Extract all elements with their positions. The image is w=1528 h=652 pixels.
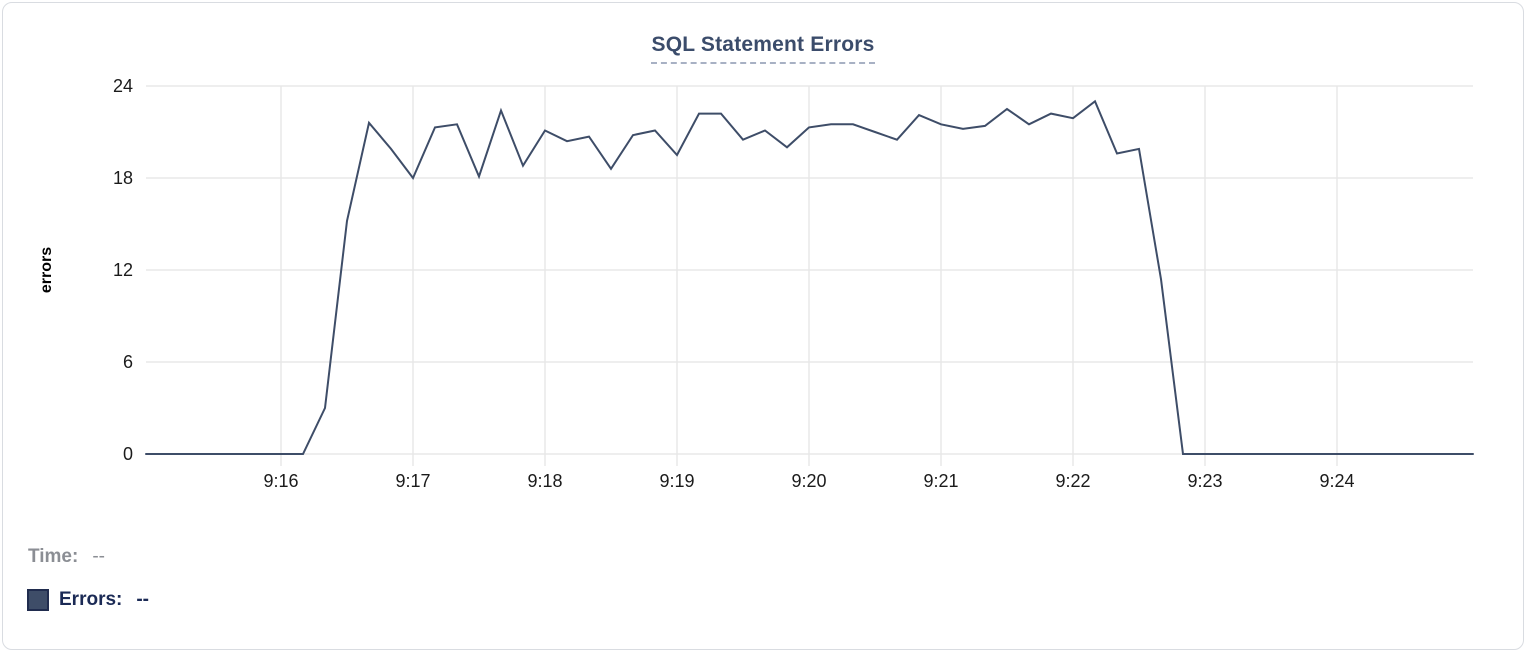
y-tick-label: 12: [113, 260, 133, 280]
x-tick-label: 9:20: [791, 471, 826, 491]
line-chart[interactable]: 0 6 12 18 24 9:16 9:17 9:18 9:19 9:20 9:21 9:22 9:23…: [3, 3, 1528, 503]
y-tick-label: 0: [123, 444, 133, 464]
legend-time-value: --: [92, 546, 105, 567]
x-tick-label: 9:18: [527, 471, 562, 491]
chart-title-wrap: SQL Statement Errors: [3, 33, 1523, 64]
legend-time-label: Time:: [28, 546, 79, 567]
x-tick-label: 9:21: [923, 471, 958, 491]
x-tick-label: 9:19: [659, 471, 694, 491]
chart-plot-area[interactable]: 0 6 12 18 24 9:16 9:17 9:18 9:19 9:20 9:21 9:22 9:23…: [3, 3, 1528, 503]
y-tick-label: 18: [113, 168, 133, 188]
x-tick-label: 9:23: [1187, 471, 1222, 491]
chart-title[interactable]: SQL Statement Errors: [651, 33, 875, 64]
x-tick-label: 9:16: [263, 471, 298, 491]
errors-series-swatch: [27, 589, 49, 611]
y-tick-label: 6: [123, 352, 133, 372]
x-tick-label: 9:24: [1319, 471, 1354, 491]
x-tick-label: 9:22: [1055, 471, 1090, 491]
y-axis-label: errors: [38, 247, 55, 293]
y-tick-label: 24: [113, 76, 133, 96]
x-tick-label: 9:17: [395, 471, 430, 491]
legend-errors-value: --: [136, 589, 150, 610]
legend-time-row: Time: --: [28, 546, 105, 568]
legend-errors-row: Errors: --: [27, 589, 149, 611]
legend-errors-label: Errors:: [59, 589, 123, 610]
errors-series-line: [145, 99, 1474, 455]
